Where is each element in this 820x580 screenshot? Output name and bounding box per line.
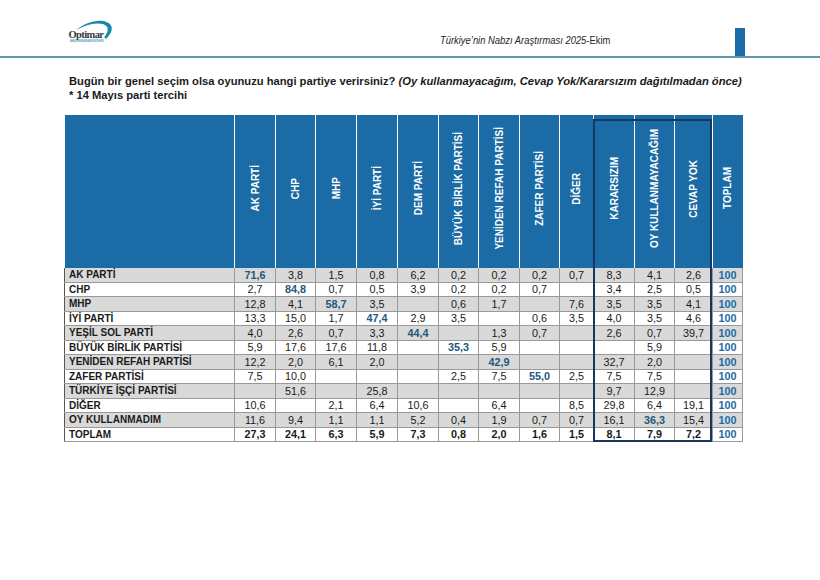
svg-text:Optimar: Optimar <box>69 29 105 40</box>
